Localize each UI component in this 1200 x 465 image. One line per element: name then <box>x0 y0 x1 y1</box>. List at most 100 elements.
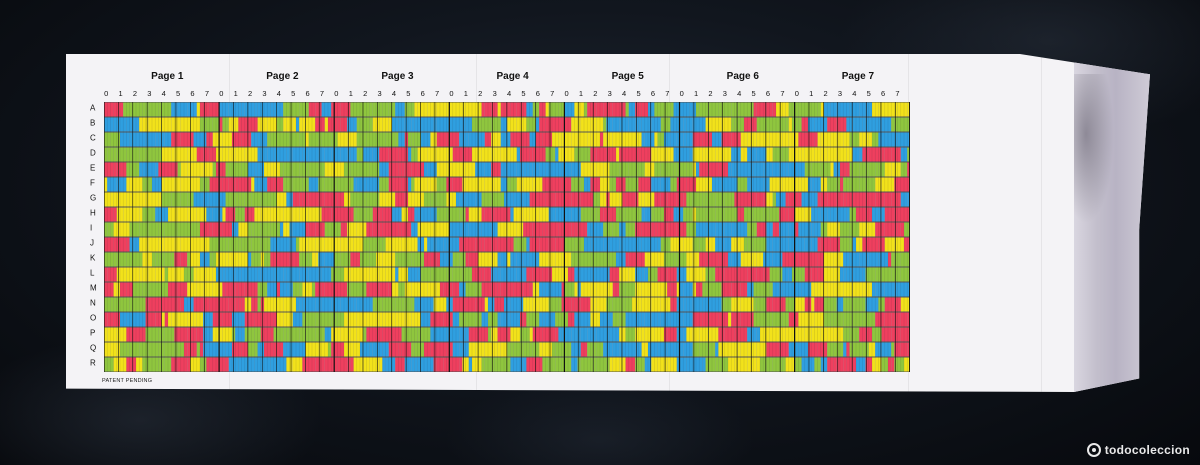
color-cell <box>737 177 748 192</box>
column-number: 6 <box>881 89 886 98</box>
color-cell <box>644 267 648 282</box>
color-cell <box>667 267 677 282</box>
color-cell <box>497 222 508 237</box>
color-cell <box>366 192 376 207</box>
color-cell <box>308 267 319 282</box>
color-cell <box>852 282 863 297</box>
color-cell <box>606 132 613 147</box>
color-cell <box>539 162 546 177</box>
color-cell <box>142 282 149 297</box>
color-cell <box>465 117 472 132</box>
color-cell <box>686 297 693 312</box>
color-cell <box>632 117 636 132</box>
color-cell <box>324 327 332 342</box>
color-cell <box>260 222 271 237</box>
color-cell <box>216 357 220 372</box>
color-cell <box>753 312 760 327</box>
color-cell <box>795 297 805 312</box>
color-cell <box>321 267 332 282</box>
color-cell <box>776 342 780 357</box>
color-cell <box>520 357 524 372</box>
color-cell <box>299 252 309 267</box>
color-cell <box>360 162 370 177</box>
color-cell <box>468 357 472 372</box>
color-cell <box>731 102 738 117</box>
color-cell <box>718 162 728 177</box>
color-cell <box>881 357 888 372</box>
color-cell <box>584 357 594 372</box>
color-cell <box>804 327 812 342</box>
color-cell <box>500 162 504 177</box>
color-cell <box>580 327 588 342</box>
color-cell <box>600 327 610 342</box>
color-cell <box>568 117 572 132</box>
color-cell <box>852 117 863 132</box>
color-cell <box>721 117 732 132</box>
color-cell <box>104 297 111 312</box>
color-cell <box>267 177 274 192</box>
color-cell <box>865 192 876 207</box>
color-cell <box>737 162 744 177</box>
color-cell <box>705 222 712 237</box>
color-cell <box>756 222 760 237</box>
color-cell <box>606 282 613 297</box>
color-cell <box>798 222 808 237</box>
color-cell <box>651 312 658 327</box>
color-cell <box>424 237 428 252</box>
color-cell <box>814 117 824 132</box>
color-cell <box>696 162 700 177</box>
color-cell <box>788 207 796 222</box>
color-cell <box>254 342 258 357</box>
color-cell <box>388 117 392 132</box>
color-cell <box>257 297 261 312</box>
color-cell <box>382 357 386 372</box>
color-cell <box>580 117 591 132</box>
color-cell <box>254 207 261 222</box>
color-cell <box>379 267 386 282</box>
color-cell <box>609 162 620 177</box>
color-cell <box>104 207 114 222</box>
color-cell <box>318 237 325 252</box>
color-cell <box>113 207 117 222</box>
color-cell <box>520 312 524 327</box>
color-cell <box>491 282 498 297</box>
color-cell <box>862 147 869 162</box>
color-cell <box>884 162 888 177</box>
color-cell <box>561 357 565 372</box>
color-cell <box>164 342 175 357</box>
color-cell <box>299 132 306 147</box>
color-cell <box>609 192 620 207</box>
color-cell <box>385 132 396 147</box>
color-cell <box>200 357 207 372</box>
color-cell <box>555 312 565 327</box>
color-cell <box>235 282 239 297</box>
color-cell <box>817 207 821 222</box>
color-cell <box>376 327 383 342</box>
color-cell <box>174 267 184 282</box>
color-cell <box>408 252 412 267</box>
color-cell <box>696 222 706 237</box>
color-cell <box>660 177 671 192</box>
color-cell <box>417 267 421 282</box>
color-cell <box>820 162 831 177</box>
color-cell <box>254 177 264 192</box>
color-cell <box>235 327 242 342</box>
color-cell <box>612 297 616 312</box>
color-cell <box>884 192 888 207</box>
color-cell <box>820 222 828 237</box>
color-cell <box>584 267 594 282</box>
color-cell <box>187 327 197 342</box>
color-cell <box>760 357 767 372</box>
color-cell <box>510 132 520 147</box>
color-cell <box>744 282 748 297</box>
color-cell <box>769 207 780 222</box>
color-cell <box>824 312 831 327</box>
color-cell <box>593 132 600 147</box>
color-cell <box>603 222 613 237</box>
column-number: 5 <box>406 89 411 98</box>
color-cell <box>548 237 556 252</box>
color-cell <box>334 162 344 177</box>
color-cell <box>526 357 536 372</box>
color-cell <box>152 327 159 342</box>
color-cell <box>382 252 392 267</box>
